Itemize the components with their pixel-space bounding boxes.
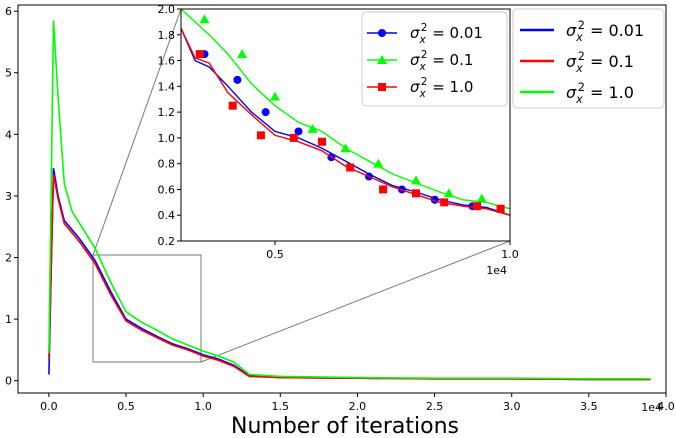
zoom-region-box — [92, 254, 202, 363]
inset-frame — [180, 8, 511, 242]
legend-label: σx2 = 0.01 — [566, 19, 644, 44]
marker-point — [340, 143, 351, 153]
inset-y-tick-label: 0.2 — [158, 235, 176, 248]
zoom-connector-bottom — [200, 240, 511, 363]
marker-point — [346, 163, 355, 172]
inset-y-tick-label: 1.4 — [158, 80, 176, 93]
marker-point — [270, 91, 280, 101]
y-tick-label: 0 — [5, 375, 12, 388]
legend-label: σx2 = 0.01 — [410, 22, 483, 46]
inset-x-tick-label: 1.0 — [501, 248, 519, 261]
zoom-connector-top — [92, 8, 182, 256]
inset-legend-item-3: σx2 = 1.0 — [367, 76, 473, 100]
y-tick-label: 4 — [5, 128, 12, 141]
inset-legend-item-2: σx2 = 0.1 — [367, 49, 473, 73]
marker-point — [379, 185, 388, 194]
inset-y-tick-label: 0.8 — [158, 158, 176, 171]
marker-point — [411, 175, 421, 185]
y-tick-label: 3 — [5, 190, 12, 203]
inset-legend-box — [361, 11, 508, 107]
main-plot-frame — [17, 4, 667, 394]
marker-point — [373, 158, 384, 168]
x-tick-label: 0.0 — [40, 400, 58, 413]
x-tick-label: 2.5 — [426, 400, 444, 413]
x-tick-label: 1.5 — [272, 400, 290, 413]
inset-axes: 0.5 1.0 0.2 0.4 0.6 0.8 1.0 1.2 1.4 1.6 1.8 2.0 — [158, 3, 519, 261]
inset-series-line-3 — [180, 27, 511, 216]
main-legend: σx2 = 0.01 σx2 = 0.1 σx2 = 1.0 — [512, 8, 665, 109]
legend-label: σx2 = 0.1 — [410, 49, 473, 73]
y-tick-label: 1 — [5, 313, 12, 326]
x-tick-label: 3.5 — [580, 400, 598, 413]
main-legend-item-2: σx2 = 0.1 — [520, 50, 634, 75]
marker-point — [412, 189, 420, 198]
marker-point — [294, 127, 303, 136]
marker-point — [228, 101, 237, 110]
main-legend-item-1: σx2 = 0.01 — [520, 19, 644, 44]
inset-legend-item-1: σx2 = 0.01 — [367, 22, 483, 46]
legend-label: σx2 = 1.0 — [410, 76, 473, 100]
inset-series-group — [180, 8, 511, 216]
inset-y-tick-label: 2.0 — [158, 3, 176, 16]
marker-point — [237, 49, 248, 59]
inset-y-tick-label: 1.8 — [158, 29, 176, 42]
y-tick-label: 2 — [5, 252, 12, 265]
marker-point — [261, 108, 270, 117]
x-axis-title: Number of iterations — [231, 414, 459, 438]
main-axes: 0.0 0.5 1.0 1.5 2.0 2.5 3.0 3.5 4.0 0 1 2 3 4 5 6 — [5, 5, 675, 413]
x-tick-label: 4.0 — [657, 400, 675, 413]
marker-point — [195, 50, 204, 59]
x-tick-label: 0.5 — [117, 400, 135, 413]
marker-point — [199, 14, 210, 24]
inset-x-tick-label: 0.5 — [266, 248, 284, 261]
inset-x-offset-label: 1e4 — [486, 264, 507, 277]
x-offset-label: 1e4 — [641, 401, 662, 414]
main-series-group — [48, 20, 651, 381]
legend-label: σx2 = 0.1 — [566, 50, 634, 75]
series-line-3 — [48, 20, 651, 380]
inset-y-tick-label: 0.6 — [158, 183, 176, 196]
y-tick-label: 5 — [5, 67, 12, 80]
inset-y-tick-label: 1.0 — [158, 132, 176, 145]
inset-y-tick-label: 1.6 — [158, 55, 176, 68]
marker-point — [440, 198, 449, 207]
marker-point — [289, 133, 298, 142]
marker-point — [233, 75, 242, 84]
marker-point — [307, 123, 318, 133]
inset-y-tick-label: 1.2 — [158, 106, 176, 119]
marker-point — [476, 193, 487, 203]
legend-label: σx2 = 1.0 — [566, 81, 634, 106]
x-tick-label: 3.0 — [503, 400, 521, 413]
x-tick-label: 1.0 — [194, 400, 212, 413]
main-legend-item-3: σx2 = 1.0 — [520, 81, 634, 106]
inset-y-tick-label: 0.4 — [158, 209, 176, 222]
y-tick-label: 6 — [5, 5, 12, 18]
marker-point — [443, 188, 454, 198]
marker-point — [318, 137, 326, 146]
marker-point — [473, 202, 482, 211]
marker-point — [496, 204, 505, 213]
marker-point — [256, 131, 265, 140]
inset-legend: σx2 = 0.01 σx2 = 0.1 σx2 = 1.0 — [361, 11, 508, 107]
x-tick-label: 2.0 — [349, 400, 367, 413]
main-legend-box — [512, 8, 665, 109]
